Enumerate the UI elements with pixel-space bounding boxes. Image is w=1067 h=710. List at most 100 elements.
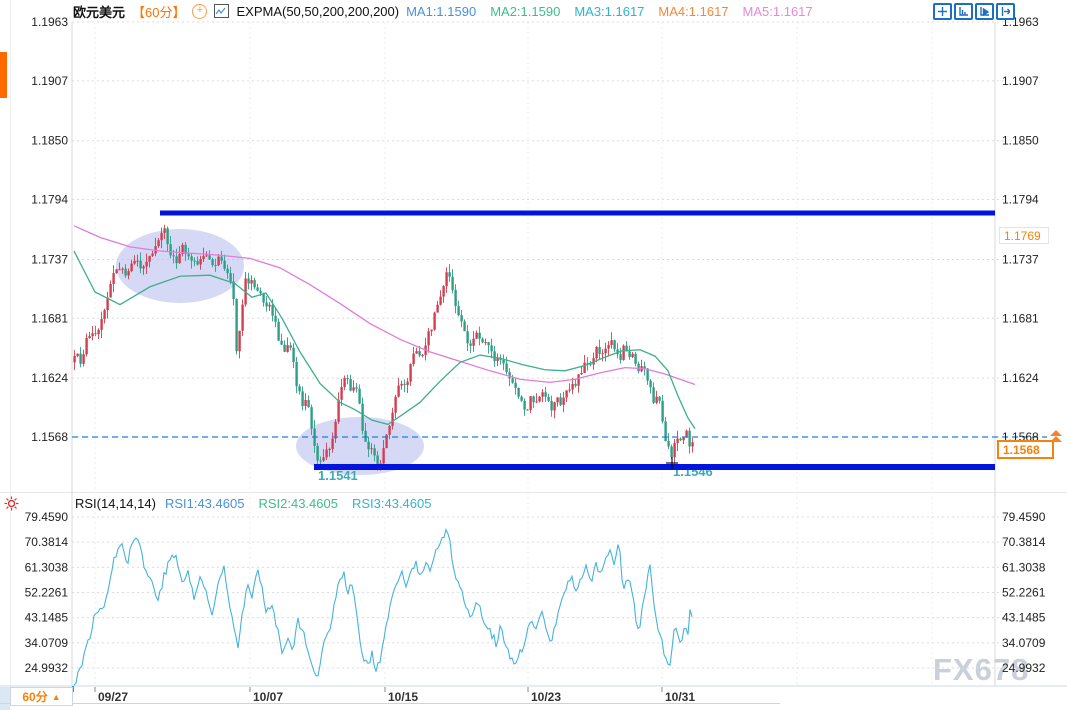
candle-body	[253, 280, 256, 288]
candle-body	[328, 448, 331, 450]
left-divider	[10, 0, 11, 703]
symbol-title: 欧元美元	[73, 4, 126, 20]
candle-body	[112, 273, 115, 285]
candle-body	[238, 330, 241, 352]
candle-body	[127, 271, 130, 276]
candle-body	[331, 438, 334, 449]
candle-body	[535, 401, 538, 403]
candle-body	[439, 296, 442, 305]
candle-body	[325, 449, 328, 458]
candle-body	[496, 357, 499, 362]
candle-body	[259, 290, 262, 294]
rsi-axis-label-left: 70.3814	[25, 535, 69, 549]
candle-body	[358, 388, 361, 404]
rsi-axis-label-right: 34.0709	[1002, 636, 1046, 650]
candle-body	[508, 372, 511, 379]
candle-body	[148, 255, 151, 262]
candle-body	[172, 255, 175, 257]
resistance-line[interactable]	[160, 210, 995, 216]
candle-body	[412, 353, 415, 365]
rsi-label-1: RSI1:43.4605	[164, 496, 245, 511]
candle-body	[442, 286, 445, 297]
candle-body	[394, 396, 397, 413]
indicator-chart-icon[interactable]	[214, 4, 230, 18]
candle-body	[202, 255, 205, 260]
candle-body	[130, 263, 133, 272]
candle-body	[370, 448, 373, 450]
candle-body	[376, 455, 379, 468]
candle-body	[388, 425, 391, 435]
exit-right-icon[interactable]	[996, 3, 1015, 20]
candle-body	[619, 354, 622, 360]
candle-body	[343, 378, 346, 387]
candle-body	[601, 353, 604, 355]
price-axis-label-left: 1.1568	[31, 430, 68, 444]
candle-body	[337, 399, 340, 422]
candle-body	[475, 332, 478, 339]
candle-body	[151, 253, 154, 256]
crosshair-move-icon[interactable]	[933, 3, 952, 20]
candle-body	[400, 383, 403, 386]
candle-body	[298, 386, 301, 392]
candle-body	[280, 340, 283, 345]
chart-forward-icon[interactable]	[975, 3, 994, 20]
candle-body	[628, 351, 631, 358]
candle-body	[217, 256, 220, 266]
candle-body	[673, 442, 676, 458]
candle-body	[679, 438, 682, 441]
up-arrows-icon[interactable]	[1050, 430, 1062, 436]
candle-body	[316, 445, 319, 461]
candle-body	[409, 364, 412, 382]
candle-body	[607, 345, 610, 349]
candle-body	[598, 346, 601, 354]
chart-scale-icon[interactable]	[954, 3, 973, 20]
support-line[interactable]	[314, 464, 995, 470]
candle-body	[451, 276, 454, 290]
candle-body	[403, 383, 406, 385]
candle-body	[241, 304, 244, 331]
candle-body	[322, 457, 325, 461]
candle-body	[88, 336, 91, 339]
timeframe-label[interactable]: 【60分】	[132, 4, 186, 20]
candle-body	[667, 441, 670, 447]
candle-body	[613, 340, 616, 350]
date-label: 10/07	[253, 690, 283, 704]
candle-body	[568, 389, 571, 391]
candle-body	[121, 268, 124, 270]
candle-body	[481, 338, 484, 343]
left-edge-tab[interactable]	[0, 52, 7, 98]
ema-slow-line	[73, 225, 696, 386]
candle-body	[319, 460, 322, 462]
candle-body	[145, 261, 148, 267]
swing-low-label-1: 1.1541	[318, 468, 358, 483]
candle-body	[502, 359, 505, 364]
candle-body	[661, 400, 664, 422]
candle-body	[580, 372, 583, 375]
candle-body	[220, 256, 223, 261]
candle-body	[247, 278, 250, 284]
timeframe-selector[interactable]: 60分 ▲	[10, 687, 73, 706]
candle-body	[136, 260, 139, 262]
candle-body	[418, 351, 421, 356]
candle-body	[184, 244, 187, 255]
candle-body	[547, 396, 550, 401]
gear-icon[interactable]	[4, 496, 19, 516]
candle-body	[658, 396, 661, 401]
candle-body	[205, 255, 208, 257]
candle-body	[373, 448, 376, 456]
candle-body	[301, 391, 304, 407]
rsi-line	[73, 527, 693, 686]
ma-label-1: MA1:1.1590	[406, 3, 477, 19]
candle-body	[283, 344, 286, 352]
price-axis-label-left: 1.1907	[31, 74, 68, 88]
circle-plus-icon[interactable]: +	[192, 3, 208, 19]
candle-body	[445, 272, 448, 287]
candle-body	[577, 374, 580, 386]
candle-body	[454, 289, 457, 307]
candle-body	[196, 261, 199, 265]
candle-body	[649, 380, 652, 388]
price-axis-label-right: 1.1794	[1002, 193, 1039, 207]
candle-body	[604, 348, 607, 354]
